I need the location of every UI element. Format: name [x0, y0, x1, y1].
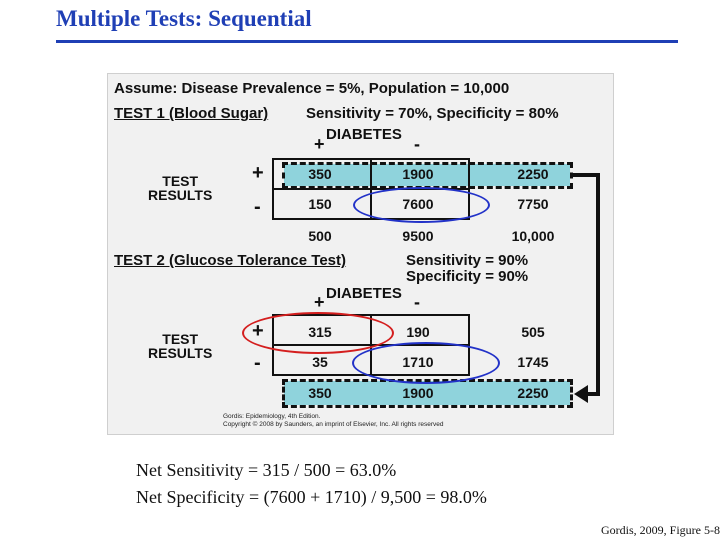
test2-true-positive-ellipse [242, 312, 394, 354]
test2-col-minus: - [414, 292, 420, 312]
title-underline [56, 40, 678, 43]
test1-row-label-line1: TEST [162, 173, 199, 189]
net-specificity: Net Specificity = (7600 + 1710) / 9,500 … [136, 487, 487, 507]
test2-true-negative-ellipse [352, 342, 500, 384]
test1-name: TEST 1 (Blood Sugar) [114, 105, 269, 122]
test2-col-plus: + [314, 292, 325, 312]
test1-col-plus: + [314, 134, 325, 154]
test2-cell-pos-neg: 190 [406, 324, 430, 340]
test2-sensitivity: Sensitivity = 90% [406, 252, 529, 269]
connector-arrow-icon [573, 173, 600, 403]
test1-cell-total-total: 10,000 [511, 228, 555, 244]
sequential-test-figure: Assume: Disease Prevalence = 5%, Populat… [107, 73, 614, 435]
test1-cell-total-pos: 500 [308, 228, 332, 244]
net-sensitivity: Net Sensitivity = 315 / 500 = 63.0% [136, 460, 397, 480]
test2-cell-total-pos: 350 [308, 385, 332, 401]
test2-cell-total-neg: 1900 [402, 385, 434, 401]
test1-cell-pos-neg: 1900 [402, 166, 434, 182]
credit-line-2: Copyright © 2008 by Saunders, an imprint… [223, 421, 444, 428]
test1-row-plus: + [252, 162, 264, 184]
test2-specificity: Specificity = 90% [406, 268, 529, 285]
test1-cell-neg-pos: 150 [308, 196, 332, 212]
test2-total-row-highlight [284, 381, 570, 405]
test2-col-header: DIABETES [326, 285, 402, 302]
credit-line-1: Gordis: Epidemiology, 4th Edition. [223, 413, 321, 420]
test1-row-label: TEST RESULTS [148, 174, 212, 202]
test2-cell-neg-total: 1745 [517, 354, 549, 370]
test1-row-minus: - [254, 196, 261, 218]
test1-positive-row-highlight [284, 164, 570, 186]
test2-cell-total-total: 2250 [517, 385, 549, 401]
test2-name: TEST 2 (Glucose Tolerance Test) [114, 252, 347, 269]
test1-stats: Sensitivity = 70%, Specificity = 80% [306, 105, 559, 122]
test2-cell-neg-pos: 35 [312, 354, 328, 370]
test2-row-label-line2: RESULTS [148, 345, 213, 361]
test2-row-minus: - [254, 352, 261, 374]
test1-cell-total-neg: 9500 [402, 228, 434, 244]
test1-cell-pos-pos: 350 [308, 166, 332, 182]
figure-reference: Gordis, 2009, Figure 5-8 [601, 523, 720, 537]
test2-cell-pos-total: 505 [521, 324, 545, 340]
test2-row-label-line1: TEST [162, 331, 199, 347]
test1-true-negative-ellipse [353, 187, 490, 223]
test1-cell-neg-total: 7750 [517, 196, 549, 212]
test1-row-label-line2: RESULTS [148, 187, 213, 203]
test1-col-minus: - [414, 134, 420, 154]
assumption-text: Assume: Disease Prevalence = 5%, Populat… [114, 80, 510, 97]
test2-row-label: TEST RESULTS [148, 332, 212, 360]
copyright-credit: Gordis: Epidemiology, 4th Edition. Copyr… [223, 413, 443, 429]
slide-title: Multiple Tests: Sequential [56, 6, 312, 31]
test1-col-header: DIABETES [326, 126, 402, 143]
test1-row-divider [272, 188, 470, 190]
test1-cell-pos-total: 2250 [517, 166, 549, 182]
